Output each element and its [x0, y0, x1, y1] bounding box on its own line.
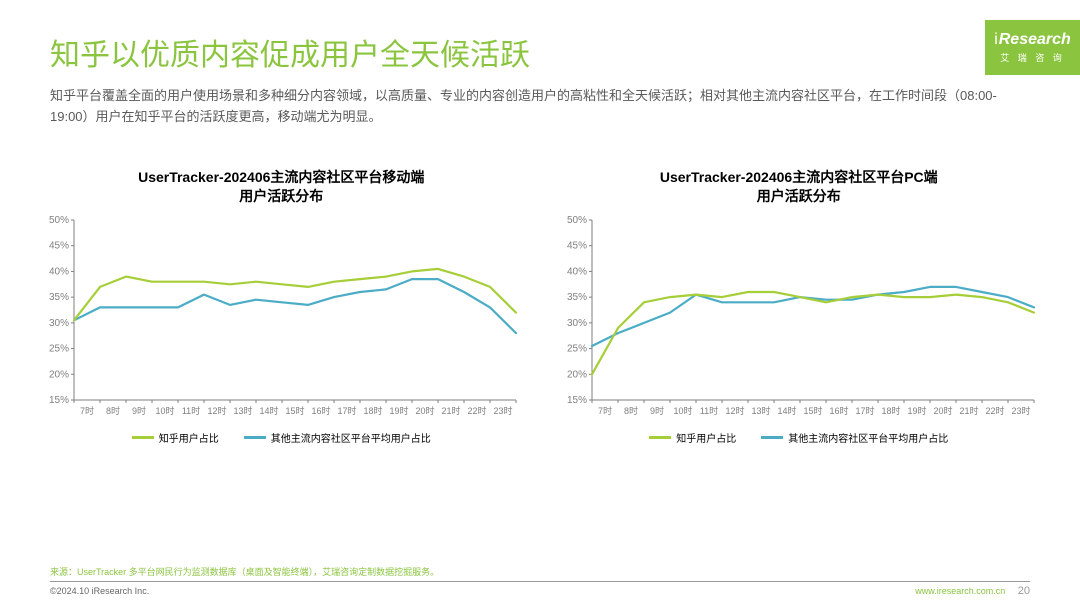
svg-text:8时: 8时: [106, 405, 120, 416]
svg-text:21时: 21时: [959, 405, 978, 416]
page-title: 知乎以优质内容促成用户全天候活跃: [50, 30, 1030, 74]
page-subtitle: 知乎平台覆盖全面的用户使用场景和多种细分内容领域，以高质量、专业的内容创造用户的…: [50, 86, 1030, 128]
svg-text:12时: 12时: [725, 405, 744, 416]
svg-text:16时: 16时: [829, 405, 848, 416]
svg-text:13时: 13时: [234, 405, 253, 416]
svg-text:7时: 7时: [598, 405, 612, 416]
legend-item: 知乎用户占比: [649, 430, 736, 445]
svg-text:40%: 40%: [49, 266, 69, 277]
svg-text:35%: 35%: [49, 292, 69, 303]
page-number: 20: [1018, 585, 1030, 597]
charts-container: UserTracker-202406主流内容社区平台移动端用户活跃分布 15% 2…: [0, 138, 1080, 445]
footer: 来源：UserTracker 多平台网民行为监测数据库（桌面及智能终端），艾瑞咨…: [50, 565, 1030, 597]
svg-text:15时: 15时: [803, 405, 822, 416]
svg-text:20%: 20%: [49, 369, 69, 380]
legend-mobile: 知乎用户占比 其他主流内容社区平台平均用户占比: [36, 430, 526, 445]
svg-text:25%: 25%: [567, 343, 587, 354]
svg-text:19时: 19时: [907, 405, 926, 416]
chart-mobile: UserTracker-202406主流内容社区平台移动端用户活跃分布 15% 2…: [36, 168, 526, 445]
svg-text:10时: 10时: [156, 405, 175, 416]
svg-text:13时: 13时: [751, 405, 770, 416]
svg-text:15时: 15时: [286, 405, 305, 416]
legend-item: 其他主流内容社区平台平均用户占比: [244, 430, 431, 445]
svg-text:45%: 45%: [567, 240, 587, 251]
svg-text:17时: 17时: [855, 405, 874, 416]
footer-copyright: ©2024.10 iResearch Inc.: [50, 586, 149, 596]
svg-text:17时: 17时: [338, 405, 357, 416]
svg-text:8时: 8时: [624, 405, 638, 416]
svg-text:10时: 10时: [673, 405, 692, 416]
svg-text:20时: 20时: [416, 405, 435, 416]
svg-text:21时: 21时: [442, 405, 461, 416]
svg-text:11时: 11时: [182, 405, 200, 416]
svg-text:20时: 20时: [933, 405, 952, 416]
svg-text:30%: 30%: [567, 318, 587, 329]
svg-text:14时: 14时: [777, 405, 796, 416]
svg-text:18时: 18时: [881, 405, 900, 416]
svg-text:19时: 19时: [390, 405, 409, 416]
svg-text:16时: 16时: [312, 405, 331, 416]
svg-text:40%: 40%: [567, 266, 587, 277]
line-chart-mobile: 15% 20% 25% 30% 35% 40% 45% 50% 7时 8时 9时 10时 11时 12时 1…: [36, 215, 526, 425]
chart-title-mobile: UserTracker-202406主流内容社区平台移动端用户活跃分布: [36, 168, 526, 207]
svg-text:7时: 7时: [80, 405, 94, 416]
svg-text:30%: 30%: [49, 318, 69, 329]
svg-text:22时: 22时: [468, 405, 487, 416]
footer-source: 来源：UserTracker 多平台网民行为监测数据库（桌面及智能终端），艾瑞咨…: [50, 565, 1030, 578]
svg-text:9时: 9时: [650, 405, 664, 416]
svg-text:20%: 20%: [567, 369, 587, 380]
svg-text:35%: 35%: [567, 292, 587, 303]
svg-text:11时: 11时: [700, 405, 718, 416]
chart-pc: UserTracker-202406主流内容社区平台PC端用户活跃分布 15% 2…: [554, 168, 1044, 445]
svg-text:9时: 9时: [132, 405, 146, 416]
svg-text:25%: 25%: [49, 343, 69, 354]
svg-text:14时: 14时: [260, 405, 279, 416]
svg-text:23时: 23时: [494, 405, 513, 416]
svg-text:15%: 15%: [49, 395, 69, 406]
svg-text:15%: 15%: [567, 395, 587, 406]
line-chart-pc: 15% 20% 25% 30% 35% 40% 45% 50% 7时 8时 9时 10时 11时 12时 1…: [554, 215, 1044, 425]
legend-item: 知乎用户占比: [132, 430, 219, 445]
svg-text:50%: 50%: [49, 215, 69, 226]
legend-item: 其他主流内容社区平台平均用户占比: [761, 430, 948, 445]
legend-pc: 知乎用户占比 其他主流内容社区平台平均用户占比: [554, 430, 1044, 445]
header: 知乎以优质内容促成用户全天候活跃 知乎平台覆盖全面的用户使用场景和多种细分内容领…: [0, 0, 1080, 138]
svg-text:22时: 22时: [985, 405, 1004, 416]
svg-text:45%: 45%: [49, 240, 69, 251]
svg-text:50%: 50%: [567, 215, 587, 226]
svg-text:23时: 23时: [1011, 405, 1030, 416]
svg-text:18时: 18时: [364, 405, 383, 416]
chart-title-pc: UserTracker-202406主流内容社区平台PC端用户活跃分布: [554, 168, 1044, 207]
svg-text:12时: 12时: [208, 405, 227, 416]
footer-link: www.iresearch.com.cn: [915, 586, 1005, 596]
